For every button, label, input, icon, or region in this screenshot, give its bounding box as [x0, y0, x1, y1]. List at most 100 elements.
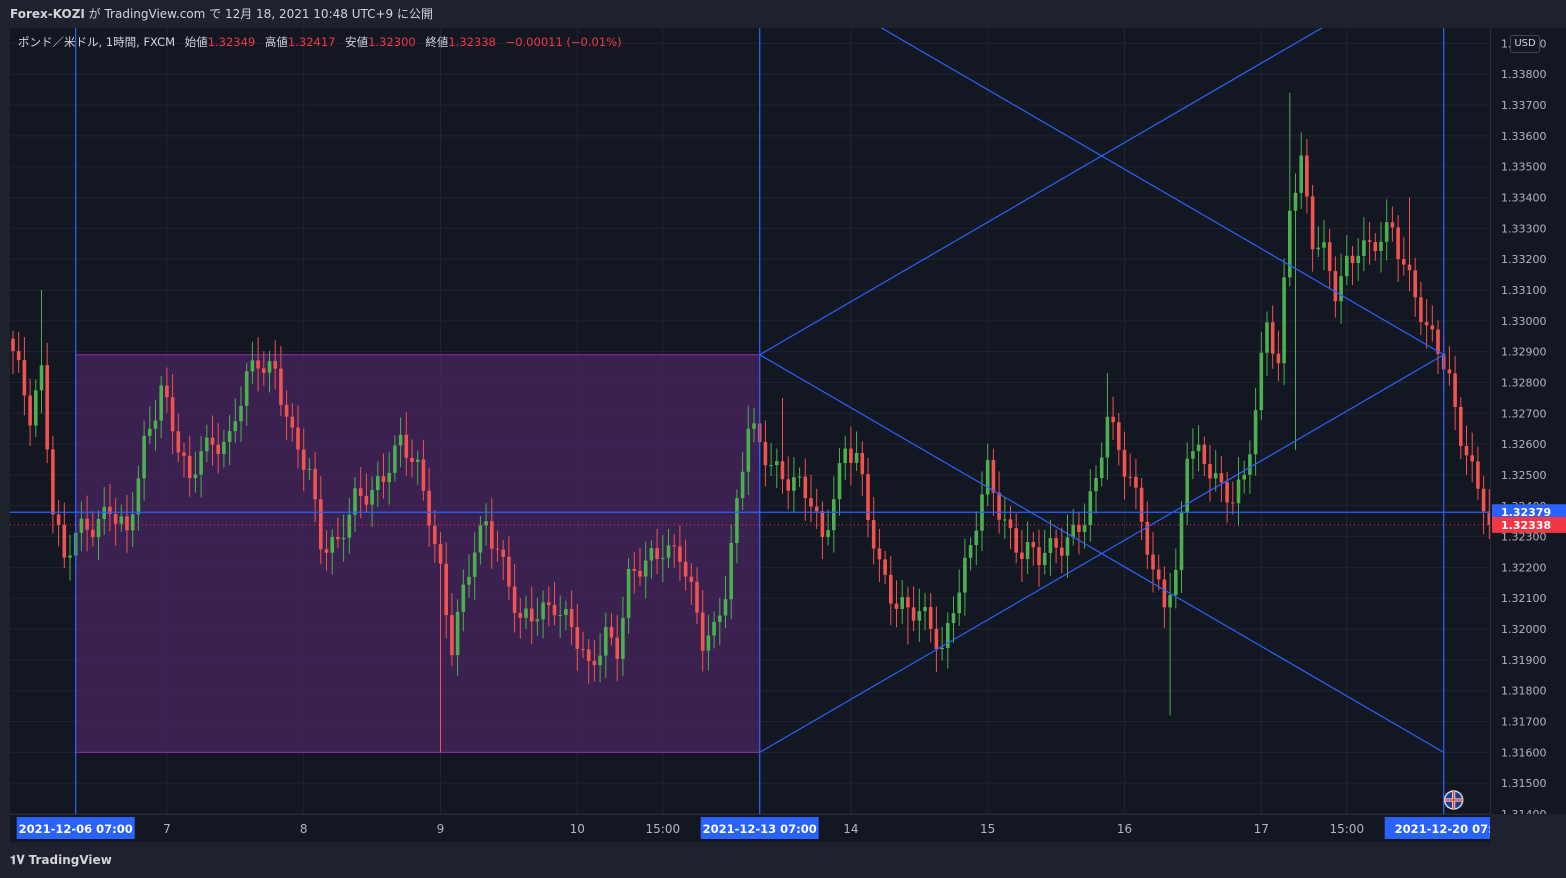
- candle-body: [512, 586, 517, 613]
- candle: [678, 525, 682, 581]
- time-axis[interactable]: 2021-12-06 07:00 7 8 9 10 15:00 2021-12-13 07:…: [10, 814, 1503, 842]
- candle: [398, 417, 403, 468]
- candle-body: [524, 608, 528, 618]
- currency-button[interactable]: USD: [1510, 35, 1540, 53]
- candle: [1031, 532, 1036, 566]
- candle: [866, 458, 870, 538]
- candle-body: [951, 613, 956, 624]
- candle: [410, 439, 414, 478]
- candle-body: [159, 385, 163, 421]
- candle-body: [803, 476, 808, 499]
- candle: [1060, 527, 1064, 574]
- candle-body: [319, 499, 323, 550]
- price-tick-label: 1.32200: [1501, 561, 1547, 574]
- candle-body: [1008, 519, 1013, 529]
- candle-body: [1487, 511, 1492, 525]
- candle: [341, 514, 346, 562]
- author-name[interactable]: Forex-KOZI: [10, 7, 85, 21]
- brand-name: TradingView: [28, 853, 112, 867]
- candle-body: [917, 611, 922, 621]
- candle: [1464, 425, 1469, 475]
- candle-body: [934, 628, 939, 649]
- candle: [1345, 235, 1349, 285]
- candle: [222, 430, 226, 468]
- candle: [284, 390, 289, 440]
- candle: [1476, 446, 1480, 500]
- candle-body: [906, 597, 910, 608]
- time-label-highlight: 2021-12-13 07:00: [700, 817, 819, 839]
- price-tick-label: 1.31700: [1501, 716, 1547, 729]
- candle: [963, 538, 967, 616]
- candle: [159, 376, 163, 439]
- candle-body: [1174, 569, 1178, 595]
- candle: [735, 489, 739, 564]
- candle: [547, 586, 551, 627]
- symbol-title[interactable]: ポンド／米ドル, 1時間, FXCM: [18, 35, 176, 49]
- candle: [1077, 512, 1081, 555]
- candle: [1367, 221, 1372, 265]
- candle: [718, 598, 722, 645]
- candle-body: [814, 506, 819, 512]
- candle: [91, 511, 95, 547]
- candle-body: [187, 455, 192, 479]
- candle: [313, 452, 317, 523]
- price-label-bg: [1492, 516, 1566, 533]
- candle: [68, 534, 72, 581]
- price-tick-label: 1.33600: [1501, 130, 1547, 143]
- candle-body: [826, 530, 830, 538]
- price-axis[interactable]: 1.339001.338001.337001.336001.335001.334…: [1490, 28, 1566, 821]
- candle: [393, 435, 397, 482]
- candle-body: [290, 416, 295, 428]
- price-label-text: 1.32379: [1501, 506, 1551, 519]
- candle-body: [1350, 255, 1355, 264]
- candles: [11, 92, 1492, 753]
- candle: [894, 580, 899, 628]
- candle-body: [940, 647, 944, 649]
- chart-pane[interactable]: [10, 0, 1492, 815]
- tradingview-logo[interactable]: 𝟏𝐕 TradingView: [10, 853, 112, 868]
- candle: [353, 477, 357, 532]
- time-label-highlight: 2021-12-20 07:: [1384, 817, 1503, 839]
- price-chart[interactable]: [10, 0, 1492, 815]
- candle-body: [1345, 255, 1349, 277]
- candle: [205, 424, 209, 462]
- candle-body: [615, 637, 619, 659]
- candle-body: [1424, 321, 1429, 326]
- candle-body: [946, 623, 950, 648]
- candle-body: [222, 441, 226, 454]
- candle: [940, 626, 944, 661]
- candle: [854, 431, 859, 472]
- candle: [16, 331, 21, 373]
- candle: [957, 569, 961, 626]
- candle-body: [575, 626, 580, 649]
- candle: [51, 435, 55, 534]
- candle-body: [1179, 512, 1184, 570]
- candle: [826, 509, 830, 546]
- candle: [1413, 257, 1417, 317]
- candle-body: [1270, 322, 1275, 354]
- symbol-legend: ポンド／米ドル, 1時間, FXCM 始値1.32349 高値1.32417 安…: [18, 34, 622, 50]
- candle: [1117, 413, 1121, 466]
- candle: [1185, 442, 1189, 525]
- candle-body: [723, 599, 728, 616]
- candle-body: [1156, 569, 1161, 580]
- candle: [615, 615, 619, 682]
- candle: [250, 341, 255, 384]
- candle-body: [51, 449, 55, 515]
- candle: [1310, 184, 1315, 272]
- candle: [28, 378, 32, 446]
- candle-body: [541, 602, 545, 620]
- candle: [142, 420, 146, 501]
- candle: [849, 426, 853, 486]
- candle: [1128, 453, 1132, 487]
- candle: [1134, 459, 1138, 510]
- time-label-text: 2021-12-13 07:00: [703, 822, 817, 836]
- candle: [564, 600, 568, 631]
- candle: [928, 593, 933, 643]
- candle-body: [233, 421, 238, 432]
- candle-body: [837, 463, 842, 500]
- candle-body: [849, 448, 853, 463]
- candle-body: [820, 511, 825, 538]
- candle: [1037, 529, 1041, 587]
- candle-body: [210, 437, 215, 445]
